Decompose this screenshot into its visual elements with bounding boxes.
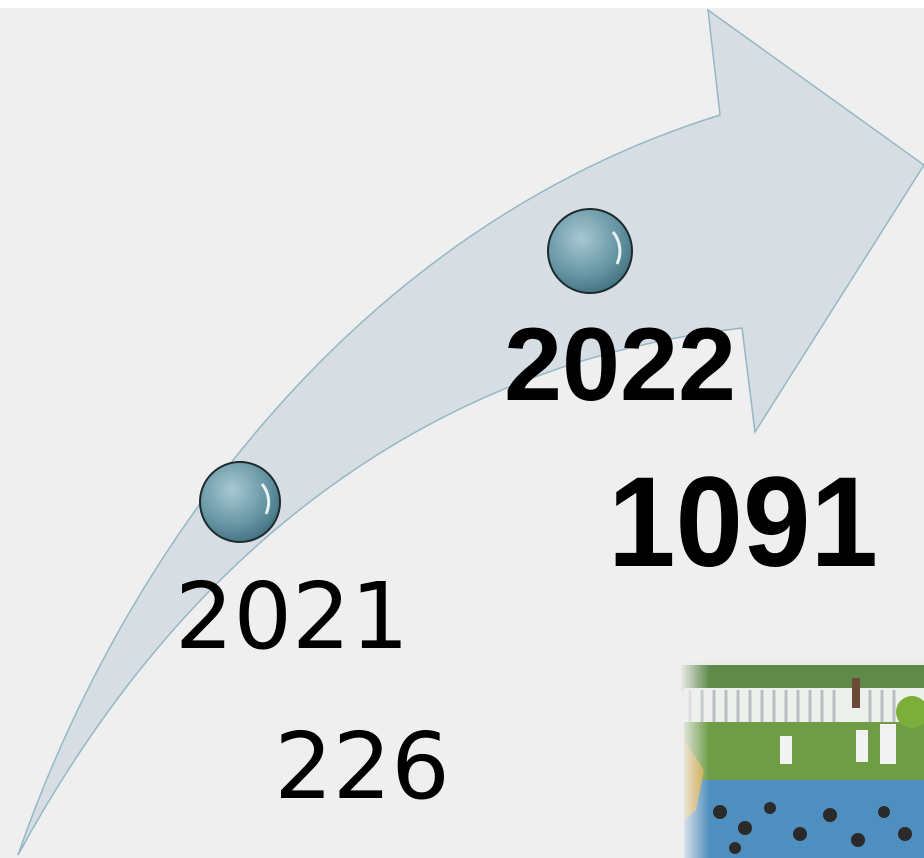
milestone-count: 1091	[608, 451, 878, 594]
slide: 2021 226 2022 1091	[0, 0, 924, 858]
milestone-count: 226	[274, 713, 450, 820]
photo	[680, 660, 924, 858]
milestone-year: 2022	[504, 307, 736, 423]
milestone-year: 2021	[175, 563, 409, 670]
